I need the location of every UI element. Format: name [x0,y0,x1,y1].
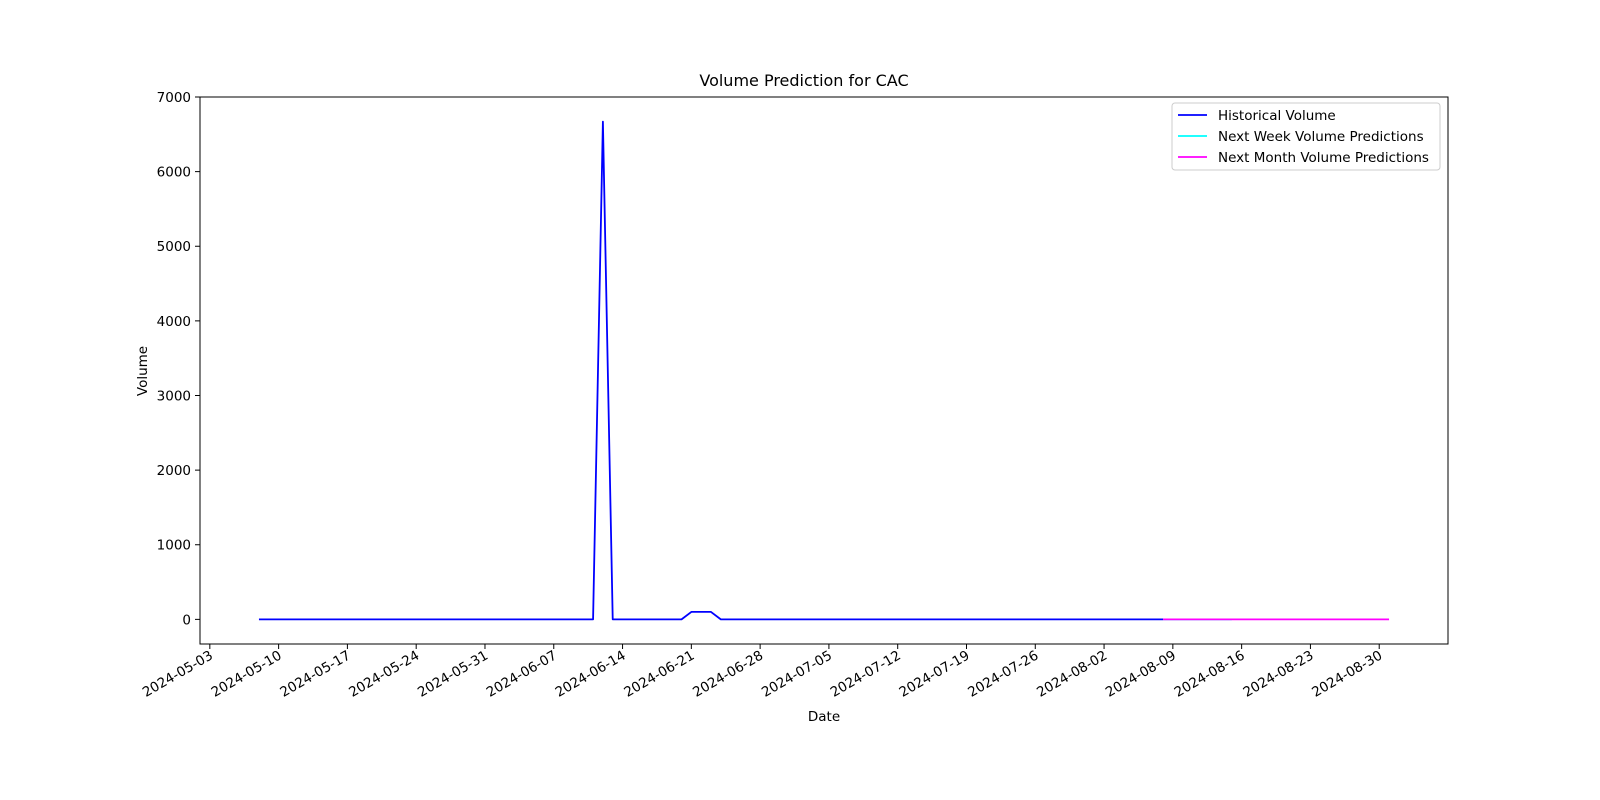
x-axis-label: Date [808,709,840,725]
x-tick-label: 2024-08-16 [1172,648,1248,701]
y-tick-label: 4000 [157,314,191,330]
x-tick-label: 2024-07-12 [828,648,904,701]
y-tick-label: 6000 [157,165,191,181]
x-tick-label: 2024-05-17 [277,648,353,701]
y-tick-label: 0 [182,612,191,628]
y-tick-label: 1000 [157,538,191,554]
x-tick-label: 2024-06-14 [553,648,629,701]
legend: Historical Volume Next Week Volume Predic… [1171,102,1441,171]
y-axis-label: Volume [135,346,151,396]
x-tick-label: 2024-06-07 [484,648,560,701]
chart-title: Volume Prediction for CAC [699,71,908,90]
x-tick-label: 2024-07-26 [965,648,1041,701]
x-tick-label: 2024-08-02 [1034,648,1110,701]
x-tick-label: 2024-08-09 [1103,648,1179,701]
plot-frame [199,96,1449,645]
legend-box [1171,102,1441,171]
x-tick-label: 2024-07-05 [759,648,835,701]
x-tick-label: 2024-06-21 [621,648,697,701]
y-tick-label: 5000 [157,239,191,255]
x-tick-label: 2024-06-28 [690,648,766,701]
x-tick-label: 2024-05-31 [415,648,491,701]
x-tick-label: 2024-08-23 [1240,648,1316,701]
x-tick-label: 2024-07-19 [897,648,973,701]
y-tick-label: 3000 [157,388,191,404]
y-tick-label: 7000 [157,90,191,106]
y-tick-label: 2000 [157,463,191,479]
x-tick-label: 2024-05-10 [209,648,285,701]
x-axis: 2024-05-032024-05-102024-05-172024-05-24… [140,644,1385,701]
y-axis: 0 1000 2000 3000 4000 5000 6000 7000 [157,90,200,628]
x-tick-label: 2024-05-03 [140,648,216,701]
plot-area [199,96,1449,645]
legend-label: Historical Volume [1218,108,1336,124]
x-tick-label: 2024-08-30 [1309,648,1385,701]
legend-label: Next Month Volume Predictions [1218,150,1429,166]
series-line-0 [258,120,1164,621]
x-tick-label: 2024-05-24 [346,648,422,701]
legend-label: Next Week Volume Predictions [1218,129,1424,145]
series-layer [258,120,1390,621]
